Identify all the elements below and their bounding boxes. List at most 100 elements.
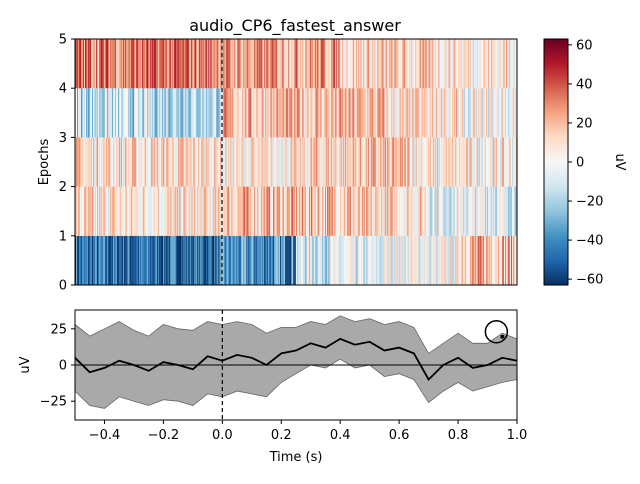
heatmap-cell xyxy=(154,39,156,89)
heatmap-cell xyxy=(260,39,262,89)
heatmap-cell xyxy=(88,137,90,187)
heatmap-cell xyxy=(156,137,158,187)
heatmap-cell xyxy=(307,88,309,138)
heatmap-cell xyxy=(171,235,173,285)
heatmap-cell xyxy=(139,39,141,89)
heatmap-cell xyxy=(316,39,318,89)
heatmap-cell xyxy=(507,235,509,285)
heatmap-cell xyxy=(115,88,117,138)
heatmap-cell xyxy=(361,88,363,138)
heatmap-cell xyxy=(141,186,143,236)
heatmap-cell xyxy=(292,235,294,285)
heatmap-cell xyxy=(123,186,125,236)
heatmap-cell xyxy=(428,88,430,138)
heatmap-cell xyxy=(377,88,379,138)
heatmap-cell xyxy=(376,235,378,285)
heatmap-cell xyxy=(203,39,205,89)
heatmap-cell xyxy=(313,88,315,138)
heatmap-cell xyxy=(351,235,353,285)
heatmap-cell xyxy=(504,137,507,187)
heatmap-cell xyxy=(420,137,423,187)
heatmap-cell xyxy=(176,137,178,187)
heatmap-cell xyxy=(480,235,482,285)
heatmap-cell xyxy=(490,137,493,187)
heatmap-cell xyxy=(269,39,271,89)
heatmap-cell xyxy=(374,235,376,285)
heatmap-cell xyxy=(496,88,498,138)
heatmap-cell xyxy=(325,39,327,89)
heatmap-cell xyxy=(488,137,491,187)
heatmap-cell xyxy=(200,235,202,285)
heatmap-cell xyxy=(279,137,281,187)
heatmap-cell xyxy=(165,88,167,138)
heatmap-cell xyxy=(199,186,201,236)
heatmap-cell xyxy=(308,186,310,236)
heatmap-cell xyxy=(352,235,354,285)
heatmap-cell xyxy=(418,186,421,236)
heatmap-cell xyxy=(453,39,455,89)
heatmap-cell xyxy=(501,186,504,236)
heatmap-cell xyxy=(137,39,139,89)
heatmap-cell xyxy=(260,137,262,187)
heatmap-cell xyxy=(423,137,426,187)
heatmap-cell xyxy=(185,186,187,236)
heatmap-cell xyxy=(436,137,439,187)
heatmap-cell xyxy=(424,88,426,138)
heatmap-cell xyxy=(118,137,120,187)
heatmap-cell xyxy=(310,39,312,89)
heatmap-cell xyxy=(142,186,144,236)
heatmap-cell xyxy=(301,137,304,187)
heatmap-cell xyxy=(320,39,322,89)
heatmap-cell xyxy=(181,235,183,285)
heatmap-cell xyxy=(470,39,472,89)
heatmap-cell xyxy=(213,88,215,138)
heatmap-cell xyxy=(474,39,476,89)
heatmap-cell xyxy=(508,186,511,236)
heatmap-cell xyxy=(355,186,358,236)
evoked-ytick-label: 25 xyxy=(50,322,67,337)
heatmap-cell xyxy=(133,137,135,187)
heatmap-cell xyxy=(299,88,301,138)
heatmap-cell xyxy=(323,186,325,236)
heatmap-cell xyxy=(389,88,391,138)
heatmap-cell xyxy=(458,186,461,236)
heatmap-cell xyxy=(85,186,87,236)
heatmap-cell xyxy=(113,39,115,89)
heatmap-cell xyxy=(463,39,465,89)
heatmap-cell xyxy=(95,88,97,138)
evoked-y-ticks: 250−25 xyxy=(40,322,75,410)
heatmap-cell xyxy=(219,235,221,285)
heatmap-cell xyxy=(460,186,463,236)
heatmap-cell xyxy=(410,235,412,285)
heatmap-cell xyxy=(138,235,140,285)
heatmap-cell xyxy=(145,235,147,285)
heatmap-cell xyxy=(443,186,446,236)
heatmap-cell xyxy=(217,235,219,285)
heatmap-cell xyxy=(114,88,116,138)
heatmap-cell xyxy=(284,137,287,187)
heatmap-cell xyxy=(280,88,282,138)
heatmap-cell xyxy=(384,88,386,138)
heatmap-cell xyxy=(256,39,258,89)
heatmap-cell xyxy=(473,235,475,285)
heatmap-cell xyxy=(314,186,316,236)
heatmap-cell xyxy=(164,88,166,138)
heatmap-cell xyxy=(426,137,429,187)
evoked-plot xyxy=(74,310,518,420)
heatmap-cell xyxy=(509,235,511,285)
heatmap-cell xyxy=(318,235,320,285)
heatmap-cell xyxy=(514,186,517,236)
heatmap-cell xyxy=(182,137,184,187)
heatmap-cell xyxy=(376,88,378,138)
heatmap-cell xyxy=(218,39,220,89)
heatmap-cell xyxy=(371,235,373,285)
heatmap-cell xyxy=(308,235,310,285)
heatmap-cell xyxy=(297,137,300,187)
heatmap-cell xyxy=(288,88,290,138)
evoked-peak-dot xyxy=(500,334,505,339)
heatmap-cell xyxy=(457,186,460,236)
heatmap-cell xyxy=(196,137,198,187)
heatmap-cell xyxy=(413,137,416,187)
heatmap-cell xyxy=(208,235,210,285)
heatmap-cell xyxy=(266,88,268,138)
